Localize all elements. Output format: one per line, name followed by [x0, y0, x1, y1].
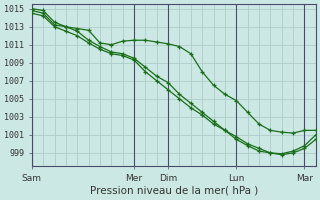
X-axis label: Pression niveau de la mer( hPa ): Pression niveau de la mer( hPa )	[90, 186, 258, 196]
